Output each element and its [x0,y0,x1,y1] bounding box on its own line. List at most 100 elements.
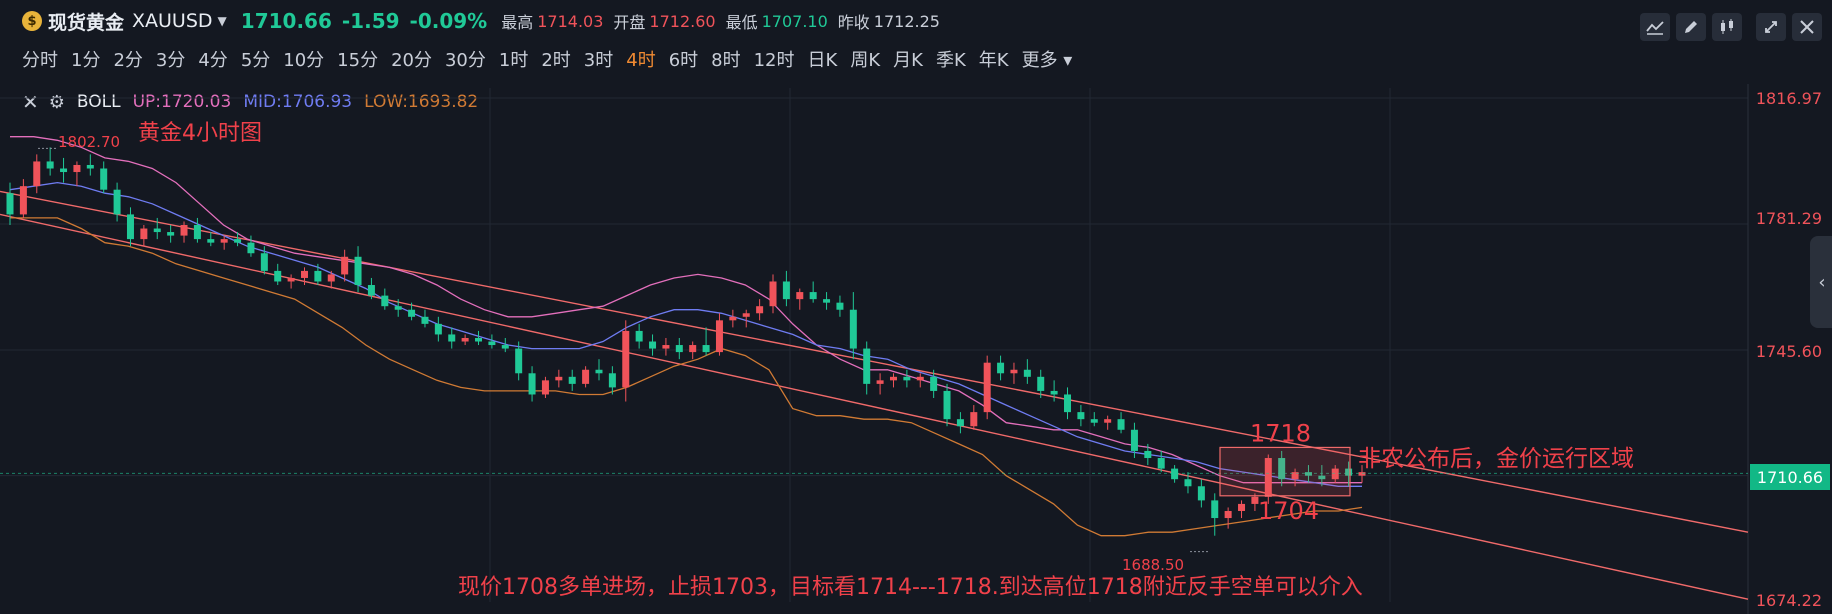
candle-body [1130,429,1138,451]
chart-grid [0,84,1749,614]
period-tab[interactable]: 12时 [753,50,795,71]
price-change-pct: -0.09% [409,9,488,33]
candle-body [341,256,349,275]
low-value: 1707.10 [761,11,828,31]
candle-body [1304,472,1312,476]
candle-body [635,330,643,342]
candle-body [809,292,817,300]
candle-body [421,316,429,324]
period-tab[interactable]: 30分 [444,50,486,71]
candle-body [1251,496,1259,504]
candle-body [836,302,844,310]
high-value: 1714.03 [537,11,604,31]
candle-body [234,239,242,243]
period-tab[interactable]: 4时 [626,50,656,71]
candle-body [153,228,161,233]
boll-mid-line [9,181,1362,487]
trend-channel [0,190,1749,600]
remove-indicator-icon[interactable]: ✕ [22,90,39,114]
period-tab[interactable]: 2分 [113,50,143,71]
low-marker-label: 1688.50 [1122,556,1184,574]
y-axis: 1816.97 1781.29 1745.60 1674.22 [1756,89,1822,610]
period-tab[interactable]: 4分 [198,50,228,71]
indicator-name: BOLL [76,92,121,112]
zone-note: 非农公布后，金价运行区域 [1358,446,1634,472]
close-icon[interactable] [1792,13,1822,41]
candle-body [582,369,590,384]
period-tab[interactable]: 更多 ▾ [1021,50,1073,71]
period-tab[interactable]: 6时 [668,50,699,71]
candle-body [729,316,737,321]
high-label: 最高 [501,13,534,32]
candle-body [1010,369,1018,374]
candle-body [86,164,94,169]
period-tab[interactable]: 8时 [711,50,741,71]
period-tab[interactable]: 月K [893,50,923,71]
period-tab[interactable]: 周K [850,50,881,71]
period-tab[interactable]: 10分 [283,50,325,71]
candle-body [19,186,27,215]
candle-body [1090,419,1098,423]
candle-style-icon[interactable] [1712,13,1742,41]
price-change: -1.59 [341,9,400,33]
candle-body [180,224,188,236]
candle-body [207,239,215,243]
candle-body [394,306,402,310]
candle-body [1104,419,1112,423]
annotations: 1718 1704 非农公布后，金价运行区域 黄金4小时图现价1708多单进场，止损1… [0,121,1748,600]
window-controls [1750,13,1822,41]
candle-body [796,292,804,300]
candle-body [1117,419,1125,430]
candle-body [876,380,884,384]
candle-body [889,376,897,381]
candle-body [1345,468,1353,476]
period-tab[interactable]: 3时 [583,50,614,71]
candle-body [1144,450,1152,459]
y-axis-label: 1781.29 [1756,209,1822,228]
period-tab[interactable]: 分时 [22,50,58,71]
candle-body [1278,458,1286,480]
candle-body [1318,475,1326,480]
candle-body [742,313,750,317]
channel-lower-line [0,213,1749,600]
candle-body [1023,369,1031,377]
candles [6,147,1366,536]
gear-icon[interactable]: ⚙ [48,91,65,113]
period-tab[interactable]: 日K [807,50,838,71]
candle-body [193,224,201,240]
candle-body [849,309,857,349]
period-tab[interactable]: 20分 [391,50,432,71]
symbol-title-row: $ 现货黄金 XAUUSD ▼ 1710.66 -1.59 -0.09% 最高 … [22,8,950,34]
candle-body [46,161,54,169]
indicator-icon[interactable] [1640,13,1670,41]
draw-icon[interactable] [1676,13,1706,41]
period-tab[interactable]: 年K [978,50,1009,71]
candle-body [367,285,375,296]
chevron-left-icon[interactable]: ‹ [1810,236,1832,328]
candle-body [956,419,964,427]
chevron-down-icon[interactable]: ▼ [217,14,227,28]
period-tab[interactable]: 季K [935,50,966,71]
period-tab[interactable]: 1时 [498,50,529,71]
period-tab[interactable]: 3分 [155,50,186,71]
period-tab[interactable]: 5分 [240,50,271,71]
candle-body [622,330,630,388]
period-tab[interactable]: 15分 [337,50,379,71]
instrument-symbol[interactable]: XAUUSD [132,10,213,32]
candle-body [1291,472,1299,480]
candle-body [769,281,777,307]
boll-low-line [10,217,1363,537]
candle-body [260,253,268,271]
period-tab[interactable]: 1分 [71,50,101,71]
candle-body [274,270,282,282]
low-label: 最低 [725,13,758,32]
period-tab[interactable]: 2时 [541,50,571,71]
zone-bottom-label: 1704 [1258,497,1319,525]
candle-body [823,299,831,303]
fullscreen-icon[interactable] [1756,13,1786,41]
candle-body [1050,390,1058,395]
candle-body [6,193,14,215]
candle-body [675,345,683,353]
candle-body [100,168,108,190]
